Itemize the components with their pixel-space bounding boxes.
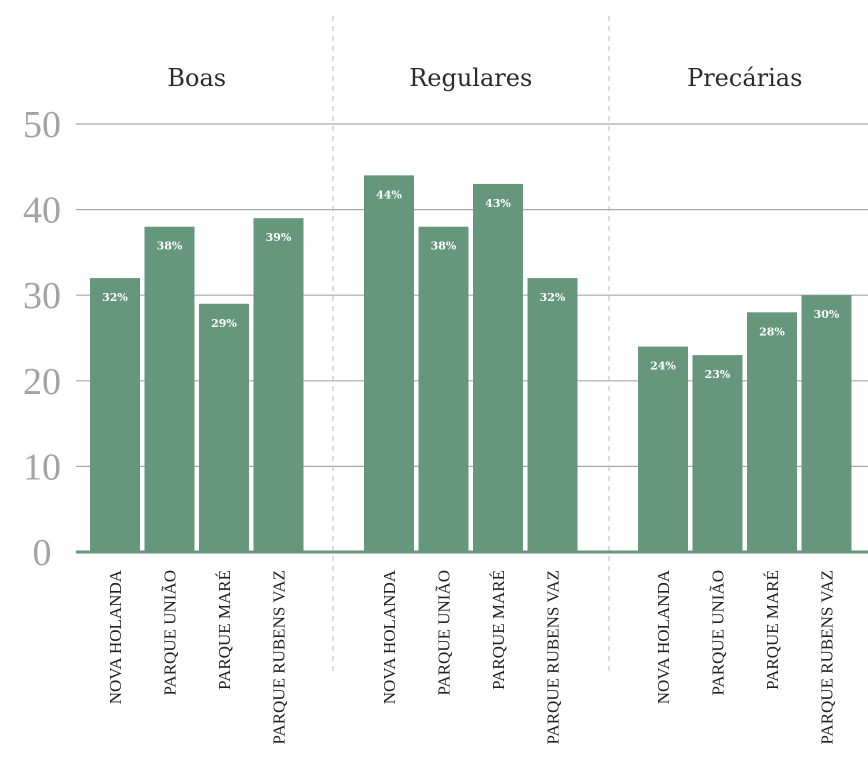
data-label: 32% xyxy=(102,291,128,304)
panel-title: Boas xyxy=(167,64,226,92)
bar xyxy=(692,355,743,552)
bar xyxy=(638,346,688,552)
data-label: 38% xyxy=(157,240,183,253)
x-tick-label: PARQUE MARÉ xyxy=(763,570,782,690)
x-tick-label: NOVA HOLANDA xyxy=(380,569,399,704)
panel-title: Precárias xyxy=(687,64,802,92)
x-tick-label: NOVA HOLANDA xyxy=(654,569,673,704)
bar xyxy=(801,295,852,552)
x-tick-label: NOVA HOLANDA xyxy=(106,569,125,704)
x-tick-label: PARQUE MARÉ xyxy=(215,570,234,690)
data-label: 43% xyxy=(485,197,511,210)
data-label: 29% xyxy=(211,317,237,330)
x-tick-label: PARQUE MARÉ xyxy=(489,570,508,690)
y-tick-label: 40 xyxy=(23,190,61,232)
data-label: 30% xyxy=(814,308,840,321)
bar xyxy=(527,278,578,552)
bar xyxy=(90,278,140,552)
y-axis: 0 10 20 30 40 50 xyxy=(23,104,61,574)
data-label: 44% xyxy=(376,188,402,201)
data-label: 32% xyxy=(540,291,566,304)
data-label: 23% xyxy=(705,368,731,381)
y-tick-label: 0 xyxy=(33,532,52,574)
bar xyxy=(747,312,797,552)
panel-title: Regulares xyxy=(409,64,532,92)
x-tick-label: PARQUE UNIÃO xyxy=(435,570,454,695)
bar xyxy=(253,218,304,552)
data-label: 39% xyxy=(266,231,292,244)
x-tick-label: PARQUE RUBENS VAZ xyxy=(818,570,837,744)
x-tick-label: PARQUE UNIÃO xyxy=(709,570,728,695)
y-tick-label: 30 xyxy=(23,275,61,317)
bar xyxy=(473,183,523,553)
bar xyxy=(418,226,469,552)
bar xyxy=(144,226,195,552)
bar xyxy=(364,175,414,553)
y-tick-label: 10 xyxy=(23,446,61,488)
x-tick-label: PARQUE RUBENS VAZ xyxy=(544,570,563,744)
x-tick-label: PARQUE UNIÃO xyxy=(161,570,180,695)
y-tick-label: 20 xyxy=(23,361,61,403)
data-label: 24% xyxy=(650,360,676,373)
data-label: 38% xyxy=(431,240,457,253)
panel-titles: Boas Regulares Precárias xyxy=(167,64,802,92)
data-label: 28% xyxy=(759,325,785,338)
bar xyxy=(199,303,249,552)
bars: 32% 38% 29% 39% 44% 38% 43% 32% 24% 23% 28% 30% xyxy=(90,175,852,553)
x-tick-labels: NOVA HOLANDA PARQUE UNIÃO PARQUE MARÉ PARQU… xyxy=(106,569,837,744)
x-tick-label: PARQUE RUBENS VAZ xyxy=(270,570,289,744)
y-tick-label: 50 xyxy=(23,104,61,146)
